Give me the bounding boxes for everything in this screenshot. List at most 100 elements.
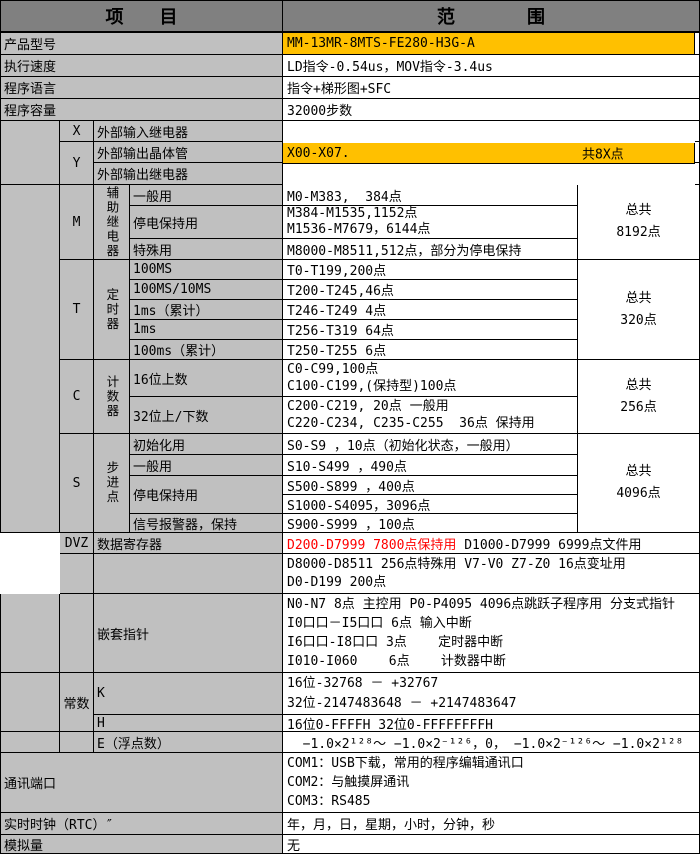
t-row-label: 100MS [130, 260, 283, 280]
language-value: 指令+梯形图+SFC [283, 77, 700, 99]
rtc-value: 年，月，日，星期，小时，分钟，秒 [283, 813, 700, 835]
io-input-relay-label: 外部输入继电器 [94, 121, 283, 142]
m-row-value: M384-M1535,1152点 M1536-M7679，6144点 [283, 206, 578, 239]
nested-pointer-value: N0-N7 8点 主控用 P0-P4095 4096点跳跃子程序用 分支式指针 … [283, 594, 700, 673]
s-letter: S [60, 434, 94, 533]
s-category-text: 步进点 [104, 461, 120, 505]
value-line: I0口口－I5口口 6点 输入中断 [287, 616, 472, 631]
m-letter: M [60, 185, 94, 260]
filler-cell [695, 163, 700, 185]
value-line: 32位-2147483648 － +2147483647 [287, 695, 517, 711]
spacer-cell [0, 121, 60, 185]
capacity-value: 32000步数 [283, 99, 700, 121]
constant-label: 常数 [60, 673, 94, 732]
m-row-label: 特殊用 [130, 239, 283, 260]
constant-k-value: 16位-32768 － +32767 32位-2147483648 － +214… [283, 673, 700, 715]
t-row-value: T0-T199,200点 [283, 260, 578, 280]
s-row-label: 初始化用 [130, 434, 283, 455]
value-line: I010-I060 6点 计数器中断 [287, 654, 506, 669]
s-row-label: 信号报警器，保持 [130, 514, 283, 533]
value-line: C200-C219, 20点 一般用 [287, 399, 449, 414]
t-row-label: 100ms（累计） [130, 340, 283, 360]
t-row-value: T256-T319 64点 [283, 320, 578, 340]
spacer-cell [0, 594, 60, 673]
total-count: 320点 [620, 312, 657, 328]
c-row-label: 16位上数 [130, 360, 283, 397]
header-item-col: 项 目 [0, 0, 283, 33]
data-register-red-text: D200-D7999 7800点保持用 [287, 537, 457, 553]
m-row-label: 停电保持用 [130, 206, 283, 239]
io-count-badge: 共8X点 [582, 147, 624, 163]
c-row-value: C200-C219, 20点 一般用 C220-C234, C235-C255 … [283, 397, 578, 434]
rtc-label: 实时时钟（RTC）″ [0, 813, 283, 835]
s-row-label: 一般用 [130, 455, 283, 476]
product-model-text: MM-13MR-8MTS-FE280-H3G-A [287, 36, 475, 51]
data-register-value: D200-D7999 7800点保持用 D1000-D7999 6999点文件用 [283, 533, 700, 554]
io-output-transistor-label: 外部输出晶体管 [94, 142, 283, 163]
capacity-label: 程序容量 [0, 99, 283, 121]
t-row-label: 1ms [130, 320, 283, 340]
total-count: 4096点 [616, 486, 661, 501]
value-line: M1536-M7679，6144点 [287, 222, 431, 237]
t-row-value: T246-T249 4点 [283, 300, 578, 320]
spacer-cell [0, 732, 60, 753]
spacer-cell [60, 594, 94, 673]
s-row-value: S900-S999 ，100点 [283, 514, 578, 533]
s-row-value: S500-S899 ，400点 [283, 476, 578, 495]
value-line: I6口口-I8口口 3点 定时器中断 [287, 635, 504, 650]
comm-port-value: COM1：USB下载，常用的程序编辑通讯口 COM2：与触摸屏通讯 COM3：R… [283, 753, 700, 813]
s-category-vertical-label: 步进点 [94, 434, 130, 533]
io-input-relay-value: X00-X07. 共8X点 [283, 143, 695, 164]
c-row-label: 32位上/下数 [130, 397, 283, 434]
s-row-label: 停电保持用 [130, 476, 283, 514]
m-row-value: M8000-M8511,512点，部分为停电保持 [283, 239, 578, 260]
spacer-cell [94, 554, 283, 594]
constant-h-label: H [94, 715, 283, 732]
value-line: D0-D199 200点 [287, 574, 387, 590]
t-row-label: 1ms（累计） [130, 300, 283, 320]
constant-e-label: E（浮点数） [94, 732, 283, 753]
m-row-label: 一般用 [130, 185, 283, 206]
constant-e-value: −1.0×2¹²⁸～ −1.0×2⁻¹²⁶，0， −1.0×2⁻¹²⁶～ −1.… [283, 732, 700, 753]
value-line: D8000-D8511 256点特殊用 V7-V0 Z7-Z0 16点变址用 [287, 556, 626, 572]
c-category-text: 计数器 [104, 374, 120, 419]
value-line: N0-N7 8点 主控用 P0-P4095 4096点跳跃子程序用 分支式指针 [287, 597, 676, 612]
s-row-value: S1000-S4095，3096点 [283, 495, 578, 514]
data-register-extra-value: D8000-D8511 256点特殊用 V7-V0 Z7-Z0 16点变址用 D… [283, 554, 700, 594]
t-row-label: 100MS/10MS [130, 280, 283, 300]
value-line: M384-M1535,1152点 [287, 206, 418, 221]
language-label: 程序语言 [0, 77, 283, 99]
header-range-col: 范 围 [283, 0, 700, 33]
c-total-cell: 总共 256点 [578, 360, 700, 434]
t-category-vertical-label: 定时器 [94, 260, 130, 360]
analog-value: 无 [283, 835, 700, 854]
value-line: COM2：与触摸屏通讯 [287, 775, 410, 790]
m-total-cell: 总共 8192点 [578, 185, 700, 260]
m-category-vertical-label: 辅助继电器 [94, 185, 130, 260]
value-line: C220-C234, C235-C255 36点 保持用 [287, 416, 535, 431]
exec-speed-value: LD指令-0.54us，MOV指令-3.4us [283, 55, 700, 77]
spacer-cell [60, 732, 94, 753]
s-row-value: S0-S9 ，10点（初始化状态，一般用） [283, 434, 578, 455]
total-word: 总共 [625, 203, 652, 218]
spacer-cell [0, 185, 60, 533]
comm-port-label: 通讯端口 [0, 753, 283, 813]
nested-pointer-label: 嵌套指针 [94, 594, 283, 673]
m-row-value: M0-M383, 384点 [283, 185, 578, 206]
spacer-cell [0, 673, 60, 732]
total-word: 总共 [625, 290, 652, 306]
total-word: 总共 [625, 464, 652, 479]
filler-cell [695, 33, 700, 55]
total-count: 256点 [620, 399, 657, 415]
c-row-value: C0-C99,100点 C100-C199,(保持型)100点 [283, 360, 578, 397]
product-model-label: 产品型号 [0, 33, 283, 55]
value-line: C100-C199,(保持型)100点 [287, 379, 457, 394]
s-total-cell: 总共 4096点 [578, 434, 700, 533]
data-register-black-text: D1000-D7999 6999点文件用 [456, 537, 642, 553]
io-range-text: X00-X07. [287, 145, 350, 161]
filler-cell [695, 142, 700, 163]
dvz-letter: DVZ [60, 533, 94, 554]
analog-label: 模拟量 [0, 835, 283, 854]
io-output-relay-label: 外部输出继电器 [94, 163, 283, 185]
